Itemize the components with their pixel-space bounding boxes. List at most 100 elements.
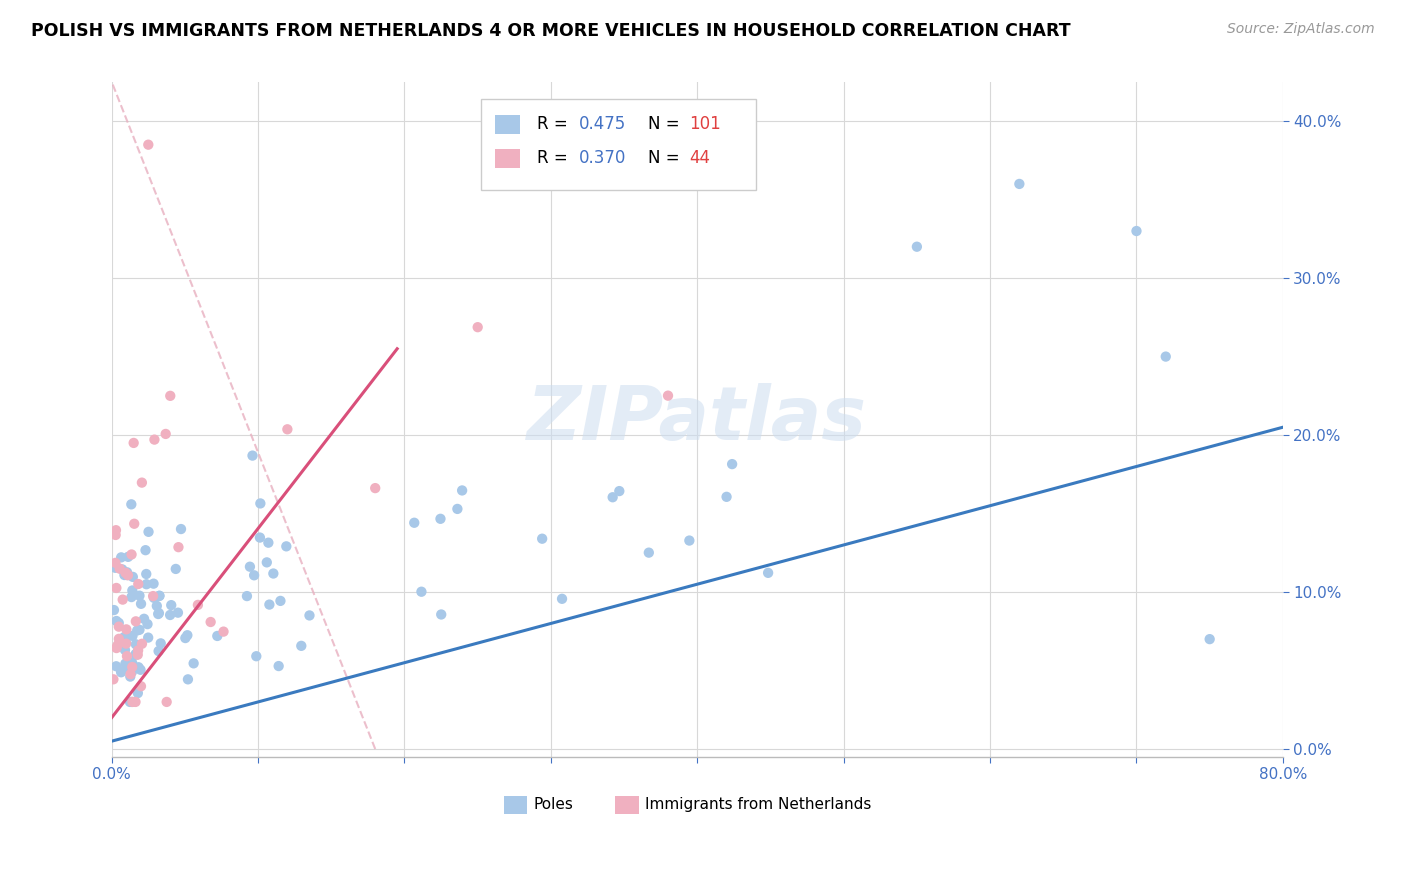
Point bbox=[131, 475, 153, 490]
Point bbox=[135, 543, 157, 558]
Point bbox=[142, 589, 165, 603]
Point bbox=[267, 659, 290, 673]
Point bbox=[120, 667, 142, 681]
Point bbox=[121, 583, 143, 598]
Point bbox=[142, 576, 165, 591]
Point bbox=[136, 631, 159, 645]
Point bbox=[121, 660, 143, 674]
Text: N =: N = bbox=[648, 115, 685, 134]
Point bbox=[290, 639, 312, 653]
Point bbox=[121, 570, 143, 584]
Point bbox=[242, 449, 264, 463]
Point bbox=[200, 615, 222, 629]
Point bbox=[125, 647, 148, 661]
Point bbox=[276, 422, 298, 436]
Point bbox=[259, 598, 281, 612]
Point bbox=[756, 566, 779, 580]
Point bbox=[108, 632, 131, 646]
FancyBboxPatch shape bbox=[616, 796, 638, 814]
Point bbox=[176, 628, 198, 642]
Point bbox=[120, 670, 142, 684]
Point bbox=[212, 624, 235, 639]
Point bbox=[104, 561, 127, 575]
Point bbox=[364, 481, 387, 495]
Point bbox=[105, 614, 128, 628]
Point bbox=[111, 562, 134, 576]
Point bbox=[148, 589, 170, 603]
Point bbox=[117, 549, 139, 564]
FancyBboxPatch shape bbox=[495, 149, 520, 168]
Point bbox=[174, 631, 197, 645]
Point bbox=[1154, 350, 1177, 364]
Point bbox=[120, 590, 142, 604]
Text: 0.475: 0.475 bbox=[579, 115, 626, 134]
FancyBboxPatch shape bbox=[503, 796, 527, 814]
Text: 44: 44 bbox=[689, 149, 710, 167]
Point bbox=[159, 389, 181, 403]
Text: N =: N = bbox=[648, 149, 685, 167]
Point bbox=[249, 496, 271, 510]
Point bbox=[110, 550, 132, 565]
Point bbox=[128, 660, 150, 674]
Point bbox=[129, 679, 152, 693]
Text: Poles: Poles bbox=[533, 797, 574, 813]
Point bbox=[531, 532, 554, 546]
Point bbox=[298, 608, 321, 623]
Point bbox=[138, 524, 160, 539]
Point bbox=[429, 512, 451, 526]
Text: 0.370: 0.370 bbox=[579, 149, 627, 167]
Point bbox=[104, 528, 127, 542]
Point bbox=[148, 589, 170, 603]
Point bbox=[104, 523, 127, 537]
Point bbox=[114, 643, 136, 657]
Point bbox=[239, 559, 262, 574]
Point bbox=[236, 589, 259, 603]
Point bbox=[657, 389, 679, 403]
Point bbox=[115, 568, 138, 582]
Point bbox=[132, 612, 155, 626]
Point bbox=[262, 566, 284, 581]
Point bbox=[165, 562, 187, 576]
Point bbox=[551, 591, 574, 606]
Point bbox=[108, 561, 131, 575]
Point bbox=[156, 695, 179, 709]
Point bbox=[716, 490, 738, 504]
Point bbox=[467, 320, 489, 334]
Text: Source: ZipAtlas.com: Source: ZipAtlas.com bbox=[1227, 22, 1375, 37]
Point bbox=[112, 630, 135, 644]
Point bbox=[136, 617, 159, 632]
Point bbox=[105, 641, 128, 656]
FancyBboxPatch shape bbox=[481, 99, 756, 190]
Point bbox=[177, 673, 200, 687]
Point bbox=[129, 663, 152, 677]
Point bbox=[105, 581, 128, 595]
Point bbox=[183, 657, 205, 671]
Point bbox=[1008, 177, 1031, 191]
Text: R =: R = bbox=[537, 115, 572, 134]
Point bbox=[105, 659, 128, 673]
Point bbox=[122, 516, 145, 531]
Point bbox=[146, 599, 169, 613]
Point bbox=[136, 137, 159, 152]
Point bbox=[148, 644, 170, 658]
Point bbox=[121, 695, 143, 709]
Point bbox=[637, 546, 659, 560]
Point bbox=[207, 629, 229, 643]
Point bbox=[110, 665, 132, 680]
Point bbox=[114, 566, 136, 580]
Text: ZIPatlas: ZIPatlas bbox=[527, 383, 868, 456]
Text: R =: R = bbox=[537, 149, 572, 167]
Point bbox=[721, 457, 744, 471]
Point bbox=[256, 555, 278, 569]
Point bbox=[430, 607, 453, 622]
Point bbox=[103, 673, 125, 687]
Point bbox=[128, 589, 150, 603]
Point bbox=[121, 665, 143, 679]
Point bbox=[127, 686, 149, 700]
Point bbox=[103, 603, 125, 617]
Text: POLISH VS IMMIGRANTS FROM NETHERLANDS 4 OR MORE VEHICLES IN HOUSEHOLD CORRELATIO: POLISH VS IMMIGRANTS FROM NETHERLANDS 4 … bbox=[31, 22, 1070, 40]
Point bbox=[129, 597, 152, 611]
Point bbox=[249, 531, 271, 545]
Point bbox=[120, 497, 142, 511]
Point bbox=[170, 522, 193, 536]
